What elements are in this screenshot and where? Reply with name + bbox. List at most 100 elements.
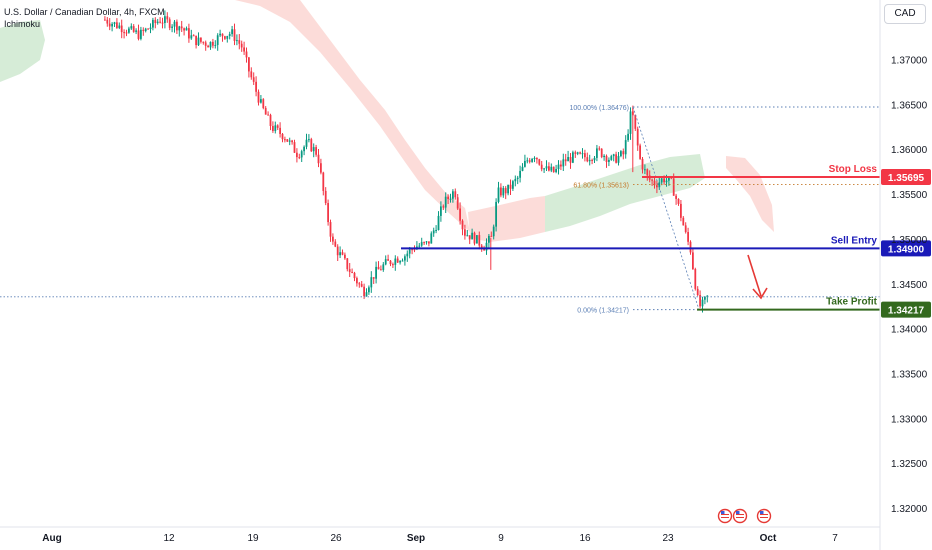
candle: [617, 152, 620, 166]
candle: [641, 157, 644, 174]
candle-body: [195, 35, 197, 46]
candle-body: [209, 41, 212, 48]
candle: [495, 198, 497, 232]
candle: [576, 151, 579, 156]
candle-body: [581, 153, 584, 155]
candle: [168, 17, 171, 31]
us-flag-icon[interactable]: [717, 508, 733, 524]
candle: [224, 35, 226, 40]
candle-body: [272, 125, 274, 131]
candle: [197, 32, 200, 47]
currency-button[interactable]: CAD: [884, 4, 926, 24]
candle-body: [605, 155, 608, 162]
candle-body: [694, 269, 697, 289]
candle: [430, 231, 433, 244]
candle: [286, 139, 289, 143]
candle-body: [276, 125, 279, 128]
candle-body: [142, 29, 145, 32]
level-price-label: 1.35695: [888, 173, 925, 184]
candle-body: [512, 181, 514, 189]
x-tick-label: 26: [330, 533, 342, 544]
candle: [432, 227, 435, 237]
fib-label: 61.80% (1.35613): [573, 182, 629, 189]
candle: [353, 271, 356, 282]
candle: [533, 156, 536, 163]
candle: [272, 121, 274, 133]
candle: [296, 148, 298, 163]
us-flag-icon[interactable]: [756, 508, 772, 524]
fib-trend-line: [632, 106, 700, 310]
candle-body: [658, 182, 661, 188]
candle: [399, 260, 401, 265]
candle-body: [639, 145, 641, 159]
candle-body: [226, 35, 229, 39]
candle-body: [641, 158, 644, 170]
candle-body: [584, 153, 586, 158]
candle-body: [113, 22, 116, 24]
indicator-label: Ichimoku: [4, 19, 41, 29]
candle-body: [680, 203, 682, 218]
candle-body: [684, 225, 687, 233]
candle-body: [111, 23, 113, 27]
x-tick-label: Oct: [760, 533, 777, 544]
candle: [593, 155, 596, 163]
candle-body: [147, 28, 149, 30]
candle: [440, 201, 442, 222]
candle: [392, 262, 394, 268]
candle-body: [336, 246, 339, 256]
candle-body: [617, 156, 620, 163]
fib-label: 100.00% (1.36476): [569, 105, 629, 112]
candle-body: [132, 26, 135, 32]
candle: [598, 146, 601, 151]
candle: [629, 107, 632, 140]
y-tick-label: 1.36500: [891, 100, 928, 111]
candle: [300, 149, 303, 162]
candle: [365, 288, 368, 297]
candle-body: [466, 235, 469, 237]
candle: [656, 180, 658, 194]
candle: [137, 24, 140, 41]
candle-body: [363, 286, 365, 297]
candle-body: [389, 260, 392, 265]
candle: [608, 157, 610, 167]
candle: [351, 268, 353, 274]
candle: [540, 160, 543, 172]
candle-body: [228, 34, 231, 36]
candle: [425, 240, 428, 245]
candle: [380, 265, 382, 271]
candle: [569, 153, 572, 169]
candle-body: [190, 35, 193, 39]
candle-body: [255, 81, 257, 92]
candle-body: [612, 154, 615, 157]
candle: [200, 37, 202, 44]
candle-body: [449, 198, 452, 200]
candle-body: [392, 264, 394, 266]
y-tick-label: 1.32500: [891, 459, 928, 470]
candle-body: [399, 261, 401, 263]
candle-body: [284, 139, 286, 141]
candle: [394, 255, 397, 271]
y-tick-label: 1.36000: [891, 145, 928, 156]
candle-body: [413, 249, 416, 251]
candle-body: [128, 28, 130, 33]
us-flag-icon[interactable]: [732, 508, 748, 524]
candle-body: [394, 258, 397, 265]
candle: [360, 281, 363, 288]
candle-body: [382, 264, 385, 270]
candle: [312, 143, 315, 158]
candle-body: [332, 236, 334, 242]
candle-body: [461, 220, 464, 230]
candle-body: [569, 157, 572, 163]
symbol-title: U.S. Dollar / Canadian Dollar, 4h, FXCM: [4, 7, 165, 17]
candle-body: [257, 91, 260, 103]
y-tick-label: 1.33500: [891, 369, 928, 380]
candle: [706, 295, 709, 303]
candle: [123, 29, 125, 39]
candle-body: [329, 222, 332, 237]
candle-body: [305, 139, 308, 147]
candle-body: [459, 208, 461, 221]
candle-body: [298, 157, 301, 159]
candle: [183, 27, 185, 36]
candle-body: [423, 242, 425, 244]
